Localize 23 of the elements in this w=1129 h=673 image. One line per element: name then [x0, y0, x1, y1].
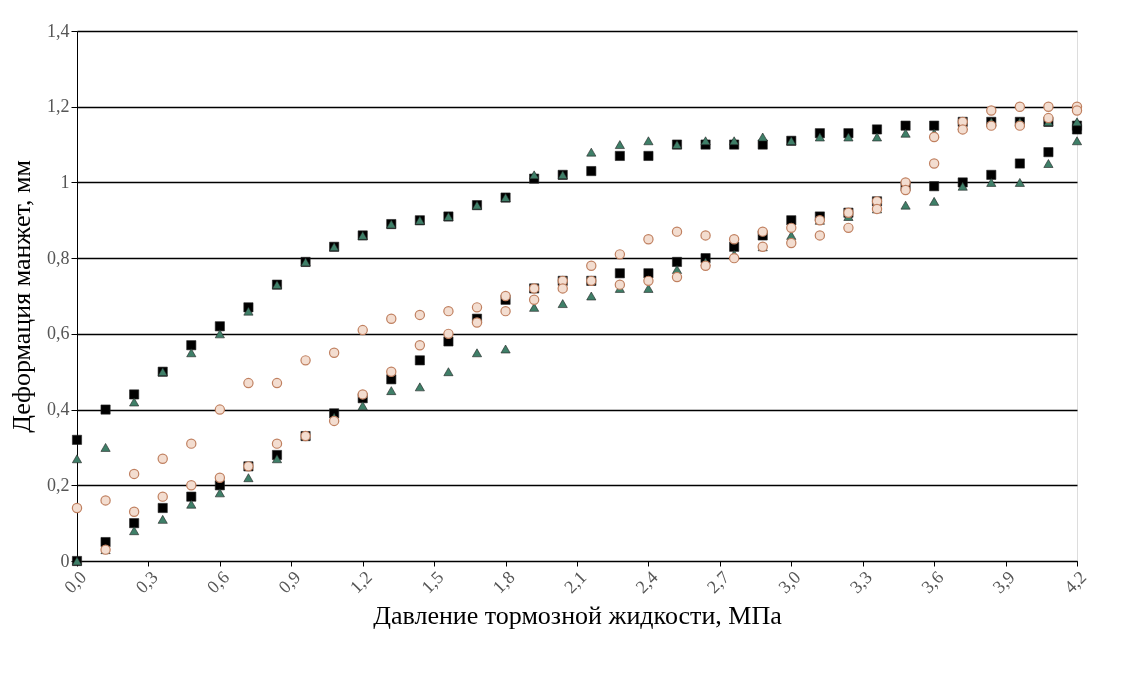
- y-tick-label: 0,2: [47, 474, 70, 495]
- y-tick-label: 1,4: [47, 20, 70, 41]
- x-tick-label: 3,6: [917, 567, 948, 598]
- x-tick-label: 1,5: [417, 567, 448, 598]
- x-tick-label: 3,9: [988, 567, 1019, 598]
- y-tick-label: 0,6: [47, 323, 70, 344]
- y-tick-label: 1,2: [47, 96, 70, 117]
- x-tick-label: 0,6: [203, 567, 234, 598]
- y-axis-title: Деформация манжет, мм: [7, 160, 36, 433]
- x-tick-label: 4,2: [1060, 567, 1091, 598]
- x-tick-label: 1,2: [345, 567, 376, 598]
- y-tick-label: 0,8: [47, 247, 70, 268]
- x-tick-label: 2,4: [631, 567, 662, 598]
- x-tick-label: 2,7: [703, 567, 734, 598]
- x-tick-label: 3,0: [774, 567, 805, 598]
- y-tick-label: 1: [60, 171, 70, 192]
- x-tick-label: 3,3: [845, 567, 876, 598]
- x-axis-title: Давление тормозной жидкости, МПа: [373, 601, 783, 631]
- x-tick-label: 2,1: [560, 567, 591, 598]
- x-tick-label: 0,3: [131, 567, 162, 598]
- x-tick-label: 1,8: [488, 567, 519, 598]
- y-tick-label: 0,4: [47, 399, 70, 420]
- x-tick-label: 0,9: [274, 567, 305, 598]
